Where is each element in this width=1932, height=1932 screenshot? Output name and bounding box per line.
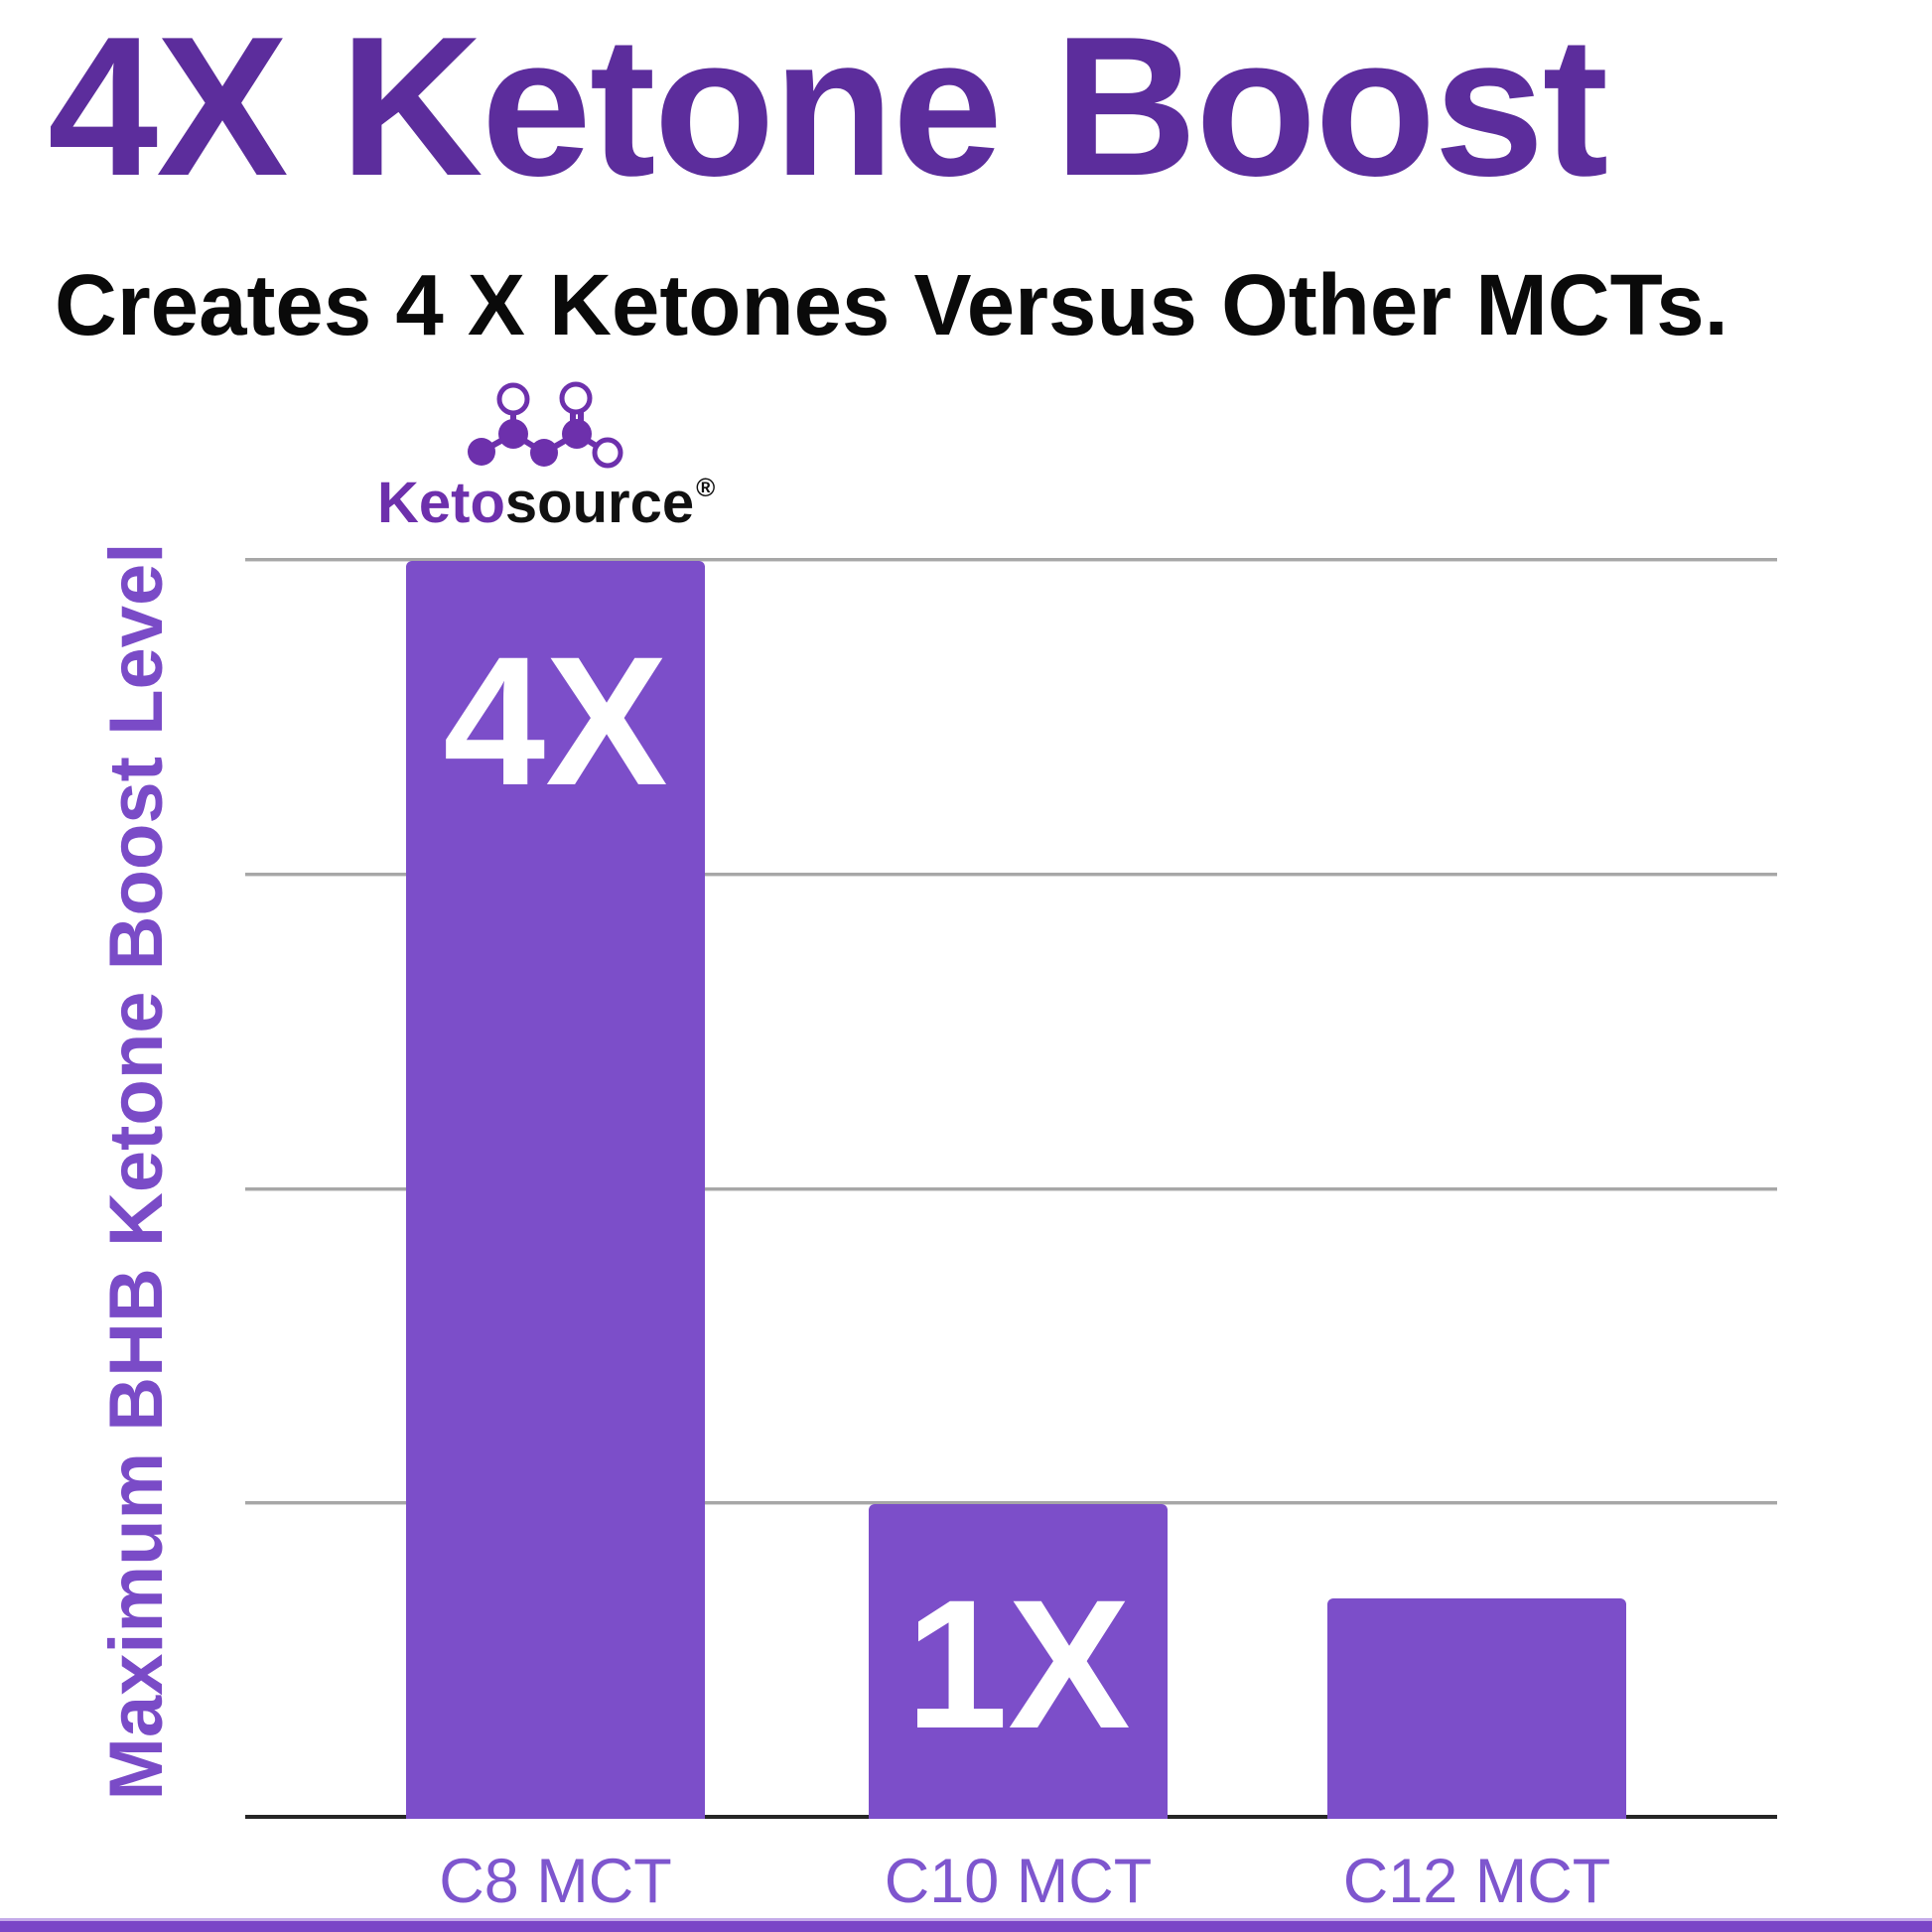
brand-logo-source: source [504, 471, 695, 535]
bar-c8-mct: 4X [406, 561, 705, 1819]
gridline [245, 558, 1777, 561]
bar-c12-mct [1327, 1598, 1626, 1819]
gridline [245, 872, 1777, 876]
footer-accent-stripe [0, 1918, 1932, 1932]
bar-c10-mct: 1X [869, 1504, 1168, 1819]
plot-area: 4X C8 MCT 1X C10 MCT C12 MCT [245, 558, 1777, 1913]
bar-value-label-c8-mct: 4X [443, 620, 668, 824]
page-subtitle: Creates 4 X Ketones Versus Other MCTs. [55, 257, 1728, 353]
gridline [245, 1501, 1777, 1505]
brand-logo-keto: Keto [377, 471, 505, 535]
x-tick-label-c12-mct: C12 MCT [1342, 1847, 1611, 1916]
y-axis-title: Maximum BHB Ketone Boost Level [94, 542, 179, 1801]
gridline [245, 1186, 1777, 1190]
x-tick-label-c10-mct: C10 MCT [884, 1847, 1153, 1916]
registered-trademark-symbol: ® [696, 473, 716, 502]
x-tick-label-c8-mct: C8 MCT [439, 1847, 672, 1916]
bar-value-label-c10-mct: 1X [905, 1563, 1131, 1768]
page-title: 4X Ketone Boost [48, 0, 1608, 217]
ketone-molecule-icon [468, 381, 623, 469]
brand-logo: Ketosource® [377, 473, 716, 532]
